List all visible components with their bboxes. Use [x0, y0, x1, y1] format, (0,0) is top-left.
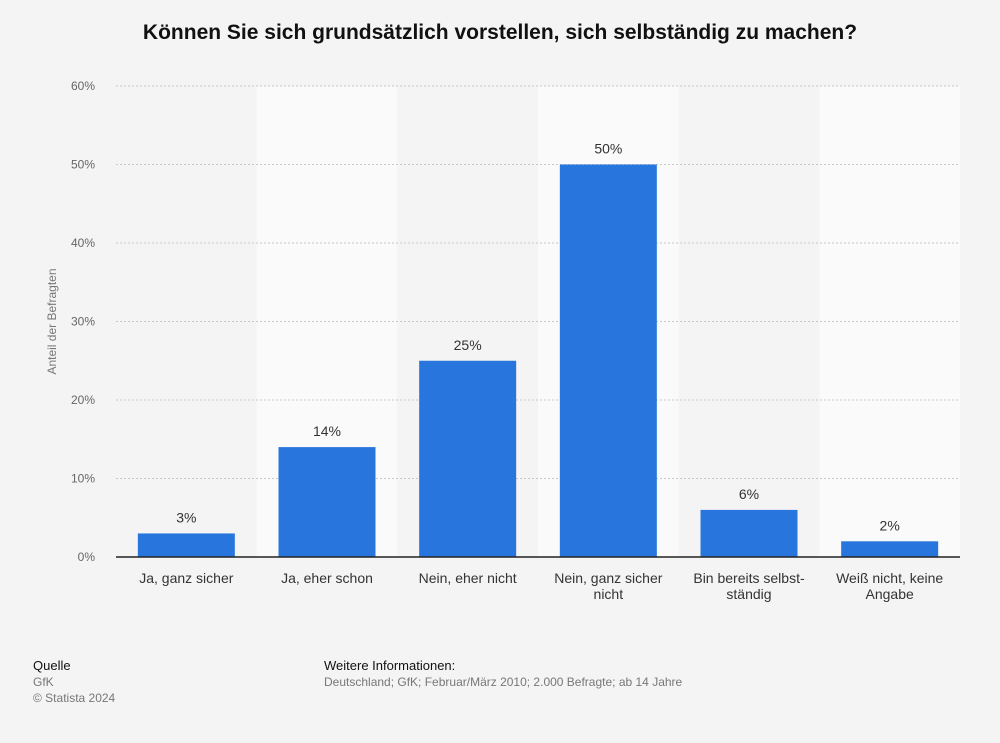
info-heading: Weitere Informationen: — [324, 658, 456, 673]
y-tick-label: 0% — [78, 550, 96, 564]
source-heading: Quelle — [33, 658, 71, 673]
bar — [137, 533, 235, 557]
bar — [278, 447, 376, 557]
y-tick-label: 40% — [71, 236, 95, 250]
x-tick-label: Nein, ganz sicher — [554, 570, 663, 586]
info-block: Weitere Informationen: Deutschland; GfK;… — [324, 658, 682, 690]
y-tick-label: 30% — [71, 315, 95, 329]
bar — [559, 164, 657, 557]
copyright: © Statista 2024 — [33, 691, 116, 705]
bar — [841, 541, 939, 557]
x-tick-label: ständig — [726, 586, 771, 602]
x-tick-label: nicht — [594, 586, 624, 602]
y-tick-label: 20% — [71, 393, 95, 407]
bar — [700, 509, 798, 557]
bar-value-label: 3% — [176, 509, 196, 525]
source-name: GfK — [33, 675, 54, 689]
bar-chart: 0% 10% 20% 30% 40% 50% 60% Anteil der Befragten… — [45, 79, 960, 602]
x-tick-label: Ja, ganz sicher — [139, 570, 233, 586]
bar-value-label: 25% — [454, 337, 482, 353]
bar-value-label: 2% — [880, 517, 900, 533]
x-tick-label: Nein, eher nicht — [419, 570, 517, 586]
x-tick-label: Bin bereits selbst- — [693, 570, 805, 586]
source-block: Quelle GfK © Statista 2024 — [33, 658, 115, 706]
x-tick-label: Ja, eher schon — [281, 570, 373, 586]
x-tick-label: Weiß nicht, keine — [836, 570, 943, 586]
y-tick-label: 50% — [71, 158, 95, 172]
y-tick-label: 10% — [71, 472, 95, 486]
y-axis-title: Anteil der Befragten — [45, 268, 59, 374]
bar — [419, 360, 517, 557]
bar-value-label: 50% — [594, 141, 622, 157]
info-text: Deutschland; GfK; Februar/März 2010; 2.0… — [324, 675, 683, 689]
bar-value-label: 14% — [313, 423, 341, 439]
bar-value-label: 6% — [739, 486, 759, 502]
x-tick-label: Angabe — [866, 586, 914, 602]
chart-title: Können Sie sich grundsätzlich vorstellen… — [142, 21, 858, 44]
y-tick-label: 60% — [71, 79, 95, 93]
